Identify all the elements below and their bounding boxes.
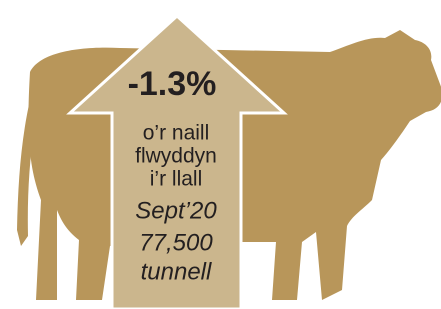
caption-line: i’r llall xyxy=(150,168,203,191)
caption-line: o’r naill xyxy=(143,122,210,145)
change-value: -1.3% xyxy=(128,65,217,103)
unit: tunnell xyxy=(141,258,212,285)
infographic: -1.3% o’r naill flwyddyn i’r llall Sept’… xyxy=(0,0,441,309)
page: {"headline": {"change": "-1.3%", "captio… xyxy=(0,0,441,309)
caption-line: flwyddyn xyxy=(135,145,217,168)
amount: 77,500 xyxy=(139,229,213,256)
period: Sept’20 xyxy=(135,197,217,224)
